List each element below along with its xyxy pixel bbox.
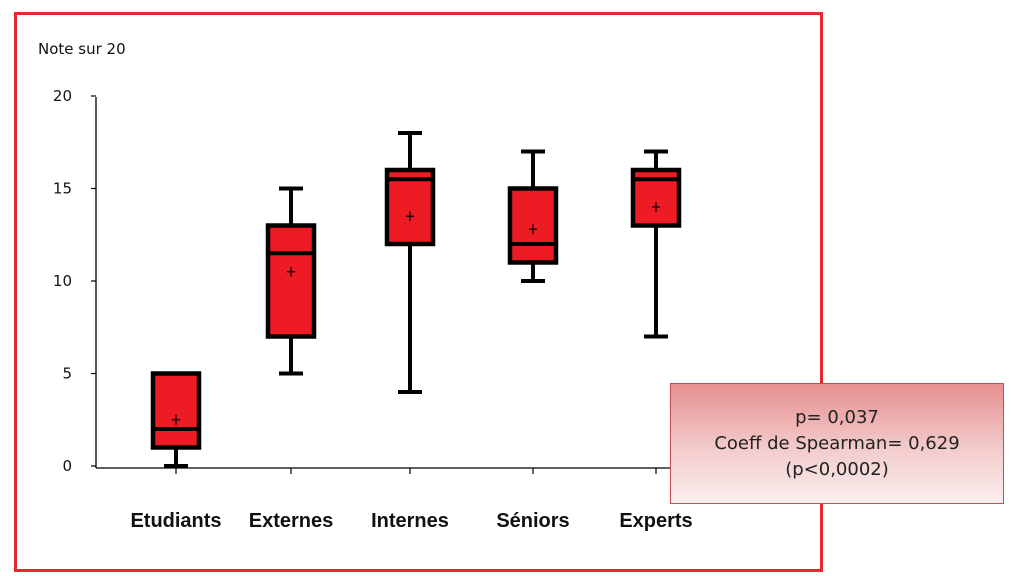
- x-tick-label: Etudiants: [130, 510, 221, 532]
- boxes: [150, 131, 682, 468]
- y-tick-label: 15: [53, 180, 72, 198]
- iqr-box: [265, 223, 317, 339]
- stats-p-value: p= 0,037: [795, 406, 879, 428]
- box-etudiants: [150, 371, 202, 468]
- axes: 0 5 10 15 20 Etudiants Externes Internes Séniors…: [53, 87, 693, 532]
- iqr-box: [384, 167, 436, 247]
- y-tick-label: 10: [53, 272, 72, 290]
- stats-annotation: p= 0,037 Coeff de Spearman= 0,629 (p<0,0…: [670, 383, 1004, 504]
- x-tick-label: Séniors: [496, 510, 569, 532]
- stats-spearman: Coeff de Spearman= 0,629: [714, 432, 960, 454]
- box-internes: [384, 131, 436, 394]
- box-séniors: [507, 149, 559, 283]
- y-tick-label: 20: [53, 87, 72, 105]
- stats-significance: (p<0,0002): [785, 458, 889, 480]
- iqr-box: [507, 186, 559, 265]
- x-tick-label: Internes: [371, 510, 449, 532]
- y-tick-label: 0: [62, 457, 72, 475]
- y-axis-label: Note sur 20: [38, 40, 126, 58]
- iqr-box: [150, 371, 202, 450]
- x-tick-label: Experts: [619, 510, 692, 532]
- x-tick-label: Externes: [249, 510, 334, 532]
- y-tick-label: 5: [62, 365, 72, 383]
- box-externes: [265, 186, 317, 376]
- box-experts: [630, 149, 682, 339]
